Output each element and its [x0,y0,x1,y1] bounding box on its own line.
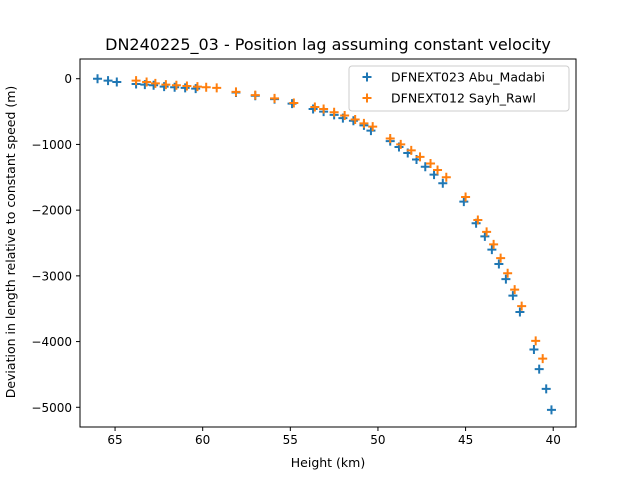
data-point [529,344,539,354]
data-point [170,82,180,92]
x-tick-label: 45 [458,433,473,447]
y-tick-label: −4000 [31,335,72,349]
data-point [131,76,141,86]
x-axis-label: Height (km) [291,455,365,470]
data-point [149,80,159,90]
data-point [459,197,469,207]
data-point [426,158,436,168]
legend: DFNEXT023 Abu_Madabi DFNEXT012 Sayh_Rawl [348,65,570,112]
data-point [359,118,369,128]
data-point [142,77,152,87]
y-axis-label: Deviation in length relative to constant… [3,86,18,399]
data-point [482,227,492,237]
legend-marker [362,72,372,82]
data-point [250,90,260,100]
data-point [438,178,448,188]
y-axis: 0 −1000 −2000 −3000 −4000 −5000 [31,72,80,415]
data-point [182,81,192,91]
y-tick-label: 0 [64,72,72,86]
data-point [503,268,513,278]
data-point [289,98,299,108]
data-point [515,307,525,317]
data-point [433,165,443,175]
legend-box [348,65,570,112]
data-point [191,84,201,94]
data-point [415,152,425,162]
data-point [150,78,160,88]
data-point [159,82,169,92]
data-point [546,405,556,415]
y-tick-label: −2000 [31,204,72,218]
data-point [93,74,103,84]
data-point [329,107,339,117]
x-tick-label: 40 [546,433,561,447]
data-point [396,139,406,149]
y-tick-label: −5000 [31,401,72,415]
plot-area [79,58,577,428]
data-point [112,77,122,87]
data-point [171,80,181,90]
data-point [494,259,504,269]
data-point [192,82,202,92]
data-point [531,336,541,346]
data-points [93,74,556,415]
data-point [231,87,241,97]
data-point [473,215,483,225]
legend-label: DFNEXT012 Sayh_Rawl [391,91,536,106]
data-point [508,291,518,301]
data-point [461,192,471,202]
y-tick-label: −1000 [31,138,72,152]
data-point [308,104,318,114]
legend-marker [362,93,372,103]
data-point [161,80,171,90]
data-point [489,239,499,249]
legend-label: DFNEXT023 Abu_Madabi [391,70,545,85]
chart-title: DN240225_03 - Position lag assuming cons… [105,35,551,55]
data-point [103,76,113,86]
data-point [319,104,329,114]
data-point [180,83,190,93]
data-point [310,102,320,112]
data-point [534,364,544,374]
x-tick-label: 50 [370,433,385,447]
data-point [350,114,360,124]
data-point [420,162,430,172]
data-point [201,82,211,92]
data-point [480,231,490,241]
data-point [441,172,451,182]
x-axis: 65 60 55 50 45 40 [107,427,561,447]
plot-frame [79,58,577,428]
data-point [510,285,520,295]
x-tick-label: 55 [283,433,298,447]
data-point [212,83,222,93]
data-point [501,274,511,284]
data-point [538,354,548,364]
x-tick-label: 60 [195,433,210,447]
data-point [541,384,551,394]
y-tick-label: −3000 [31,269,72,283]
data-point [368,122,378,132]
data-point [270,93,280,103]
data-point [429,170,439,180]
series-2 [131,76,548,364]
data-point [348,116,358,126]
data-point [340,111,350,121]
data-point [496,253,506,263]
data-point [517,301,527,311]
x-tick-label: 65 [107,433,122,447]
data-point [487,245,497,255]
data-point [385,134,395,144]
data-point [406,145,416,155]
